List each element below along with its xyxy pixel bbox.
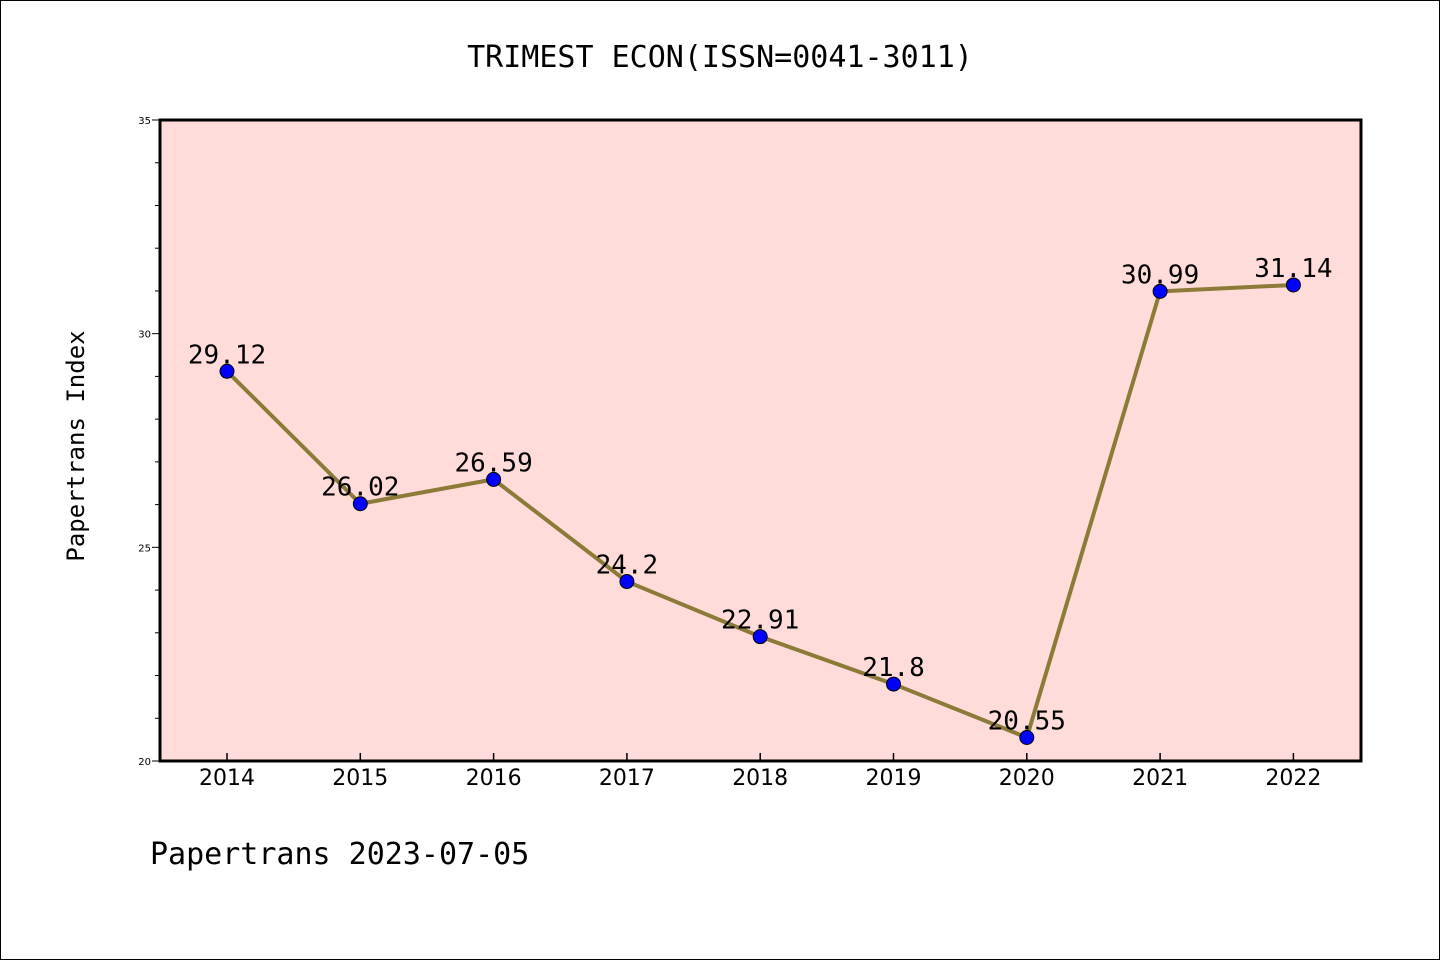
data-label: 29.12 [188,340,266,370]
x-tick-label: 2016 [466,766,522,791]
plot-area [158,118,1363,763]
data-point [1019,729,1035,745]
y-axis-ticks: 20 25 30 35 [138,116,160,768]
x-axis-ticks: 2014 2015 2016 2017 2018 2019 2020 2021 2022 [199,753,1321,791]
x-tick-label: 2015 [332,766,388,791]
x-tick-label: 2020 [999,766,1055,791]
data-point [1285,277,1301,293]
y-axis-label: Papertrans Index [62,330,90,561]
y-tick-label: 30 [138,330,151,341]
data-label: 26.02 [321,473,399,503]
data-label: 26.59 [454,448,532,478]
x-tick-label: 2022 [1265,766,1321,791]
y-tick-label: 20 [138,757,151,768]
data-label: 22.91 [721,606,799,636]
y-tick-label: 35 [138,116,151,127]
data-point [486,471,502,487]
data-point [619,574,635,590]
y-tick-label: 25 [138,543,151,554]
data-label: 21.8 [862,653,925,683]
data-point [219,363,235,379]
data-label: 30.99 [1121,260,1199,290]
data-label: 20.55 [988,706,1066,736]
x-tick-label: 2019 [866,766,922,791]
data-point [352,496,368,512]
footer-source-date: Papertrans 2023-07-05 [150,837,529,872]
x-tick-label: 2021 [1132,766,1188,791]
data-label: 24.2 [596,551,659,581]
series-layer: 29.12 26.02 26.59 24.2 22.91 21.8 20.55 30.99 31… [188,254,1333,745]
data-label: 31.14 [1254,254,1332,284]
chart-title: TRIMEST ECON(ISSN=0041-3011) [467,40,973,75]
x-tick-label: 2018 [732,766,788,791]
data-point [886,676,901,692]
data-point [752,629,768,645]
x-tick-label: 2017 [599,766,655,791]
data-point [1152,283,1168,299]
x-tick-label: 2014 [199,766,255,791]
